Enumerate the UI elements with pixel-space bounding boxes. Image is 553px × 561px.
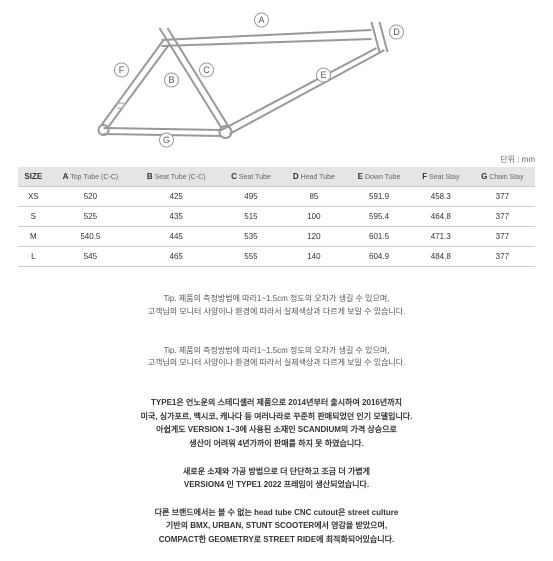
table-cell: 100 — [282, 207, 347, 227]
table-cell: 464.8 — [412, 207, 470, 227]
svg-text:D: D — [393, 27, 400, 37]
table-header-row: SIZE A Top Tube (C-C) B Seat Tube (C-C) … — [18, 167, 535, 187]
svg-text:F: F — [119, 65, 125, 75]
col-f: F Seat Stay — [412, 167, 470, 187]
desc-p3l2: 기반의 BMX, URBAN, STUNT SCOOTER에서 영감을 받았으며… — [30, 519, 523, 533]
product-description: TYPE1은 언노운의 스테디셀러 제품으로 2014년부터 출시하여 2016… — [0, 396, 553, 546]
col-c: C Seat Tube — [220, 167, 281, 187]
tip1-line1: Tip. 제품의 측정방법에 따라1~1.5cm 정도의 오차가 생길 수 있으… — [0, 293, 553, 306]
svg-text:B: B — [168, 75, 174, 85]
desc-p1l3: 아쉽게도 VERSION 1~3에 사용된 소재인 SCANDIUM의 가격 상… — [30, 423, 523, 437]
table-cell: 495 — [220, 187, 281, 207]
desc-p1l2: 미국, 싱가포르, 멕시코, 캐나다 등 여러나라로 꾸준히 판매되었던 인기 … — [30, 410, 523, 424]
table-cell: 377 — [470, 247, 535, 267]
table-cell: 540.5 — [49, 227, 133, 247]
desc-para-1: TYPE1은 언노운의 스테디셀러 제품으로 2014년부터 출시하여 2016… — [30, 396, 523, 450]
table-cell: L — [18, 247, 49, 267]
desc-p3l1: 다른 브랜드에서는 볼 수 없는 head tube CNC cutout은 s… — [30, 506, 523, 520]
table-cell: 85 — [282, 187, 347, 207]
svg-text:G: G — [163, 135, 170, 145]
table-cell: 520 — [49, 187, 133, 207]
table-row: M540.5445535120601.5471.3377 — [18, 227, 535, 247]
tip1-line2: 고객님의 모니터 사양이나 환경에 따라서 실제색상과 다르게 보일 수 있습니… — [0, 306, 553, 319]
table-cell: 120 — [282, 227, 347, 247]
tip2-line1: Tip. 제품의 측정방법에 따라1~1.5cm 정도의 오차가 생길 수 있으… — [0, 345, 553, 358]
table-cell: 435 — [132, 207, 220, 227]
table-cell: 604.9 — [346, 247, 412, 267]
col-d: D Head Tube — [282, 167, 347, 187]
svg-text:A: A — [258, 15, 264, 25]
table-cell: 425 — [132, 187, 220, 207]
table-cell: 591.9 — [346, 187, 412, 207]
geometry-table-wrap: SIZE A Top Tube (C-C) B Seat Tube (C-C) … — [0, 167, 553, 267]
desc-para-2: 새로운 소재와 가공 방법으로 더 단단하고 조금 더 가볍게 VERSION4… — [30, 465, 523, 492]
table-cell: 515 — [220, 207, 281, 227]
table-cell: 377 — [470, 207, 535, 227]
tip-block-2: Tip. 제품의 측정방법에 따라1~1.5cm 정도의 오차가 생길 수 있으… — [0, 345, 553, 371]
col-size: SIZE — [18, 167, 49, 187]
tip2-line2: 고객님의 모니터 사양이나 환경에 따라서 실제색상과 다르게 보일 수 있습니… — [0, 357, 553, 370]
col-b: B Seat Tube (C-C) — [132, 167, 220, 187]
desc-p2l2: VERSION4 인 TYPE1 2022 프레임이 생산되었습니다. — [30, 478, 523, 492]
desc-p2l1: 새로운 소재와 가공 방법으로 더 단단하고 조금 더 가볍게 — [30, 465, 523, 479]
table-row: XS52042549585591.9458.3377 — [18, 187, 535, 207]
table-cell: M — [18, 227, 49, 247]
table-cell: 471.3 — [412, 227, 470, 247]
table-cell: XS — [18, 187, 49, 207]
table-cell: 525 — [49, 207, 133, 227]
table-row: L545465555140604.9484.8377 — [18, 247, 535, 267]
table-cell: 535 — [220, 227, 281, 247]
frame-geometry-diagram: A B C D E F G ⊃ — [0, 0, 553, 150]
geometry-table: SIZE A Top Tube (C-C) B Seat Tube (C-C) … — [18, 167, 535, 267]
svg-text:E: E — [320, 70, 326, 80]
table-cell: 555 — [220, 247, 281, 267]
col-g: G Chain Stay — [470, 167, 535, 187]
unit-label: 단위 : mm — [0, 150, 553, 167]
table-cell: 458.3 — [412, 187, 470, 207]
svg-text:⊃: ⊃ — [115, 98, 127, 113]
frame-svg: A B C D E F G ⊃ — [70, 10, 483, 150]
table-cell: 377 — [470, 227, 535, 247]
col-e: E Down Tube — [346, 167, 412, 187]
table-cell: S — [18, 207, 49, 227]
desc-p1l1: TYPE1은 언노운의 스테디셀러 제품으로 2014년부터 출시하여 2016… — [30, 396, 523, 410]
table-cell: 377 — [470, 187, 535, 207]
table-cell: 595.4 — [346, 207, 412, 227]
table-cell: 484.8 — [412, 247, 470, 267]
table-cell: 545 — [49, 247, 133, 267]
table-cell: 445 — [132, 227, 220, 247]
col-a: A Top Tube (C-C) — [49, 167, 133, 187]
desc-p3l3: COMPACT한 GEOMETRY로 STREET RIDE에 최적화되어있습니… — [30, 533, 523, 547]
desc-para-3: 다른 브랜드에서는 볼 수 없는 head tube CNC cutout은 s… — [30, 506, 523, 547]
svg-text:C: C — [203, 65, 210, 75]
table-cell: 140 — [282, 247, 347, 267]
table-row: S525435515100595.4464.8377 — [18, 207, 535, 227]
table-cell: 601.5 — [346, 227, 412, 247]
tip-block-1: Tip. 제품의 측정방법에 따라1~1.5cm 정도의 오차가 생길 수 있으… — [0, 293, 553, 319]
table-cell: 465 — [132, 247, 220, 267]
desc-p1l4: 생산이 어려워 4년가까이 판매를 하지 못 하였습니다. — [30, 437, 523, 451]
